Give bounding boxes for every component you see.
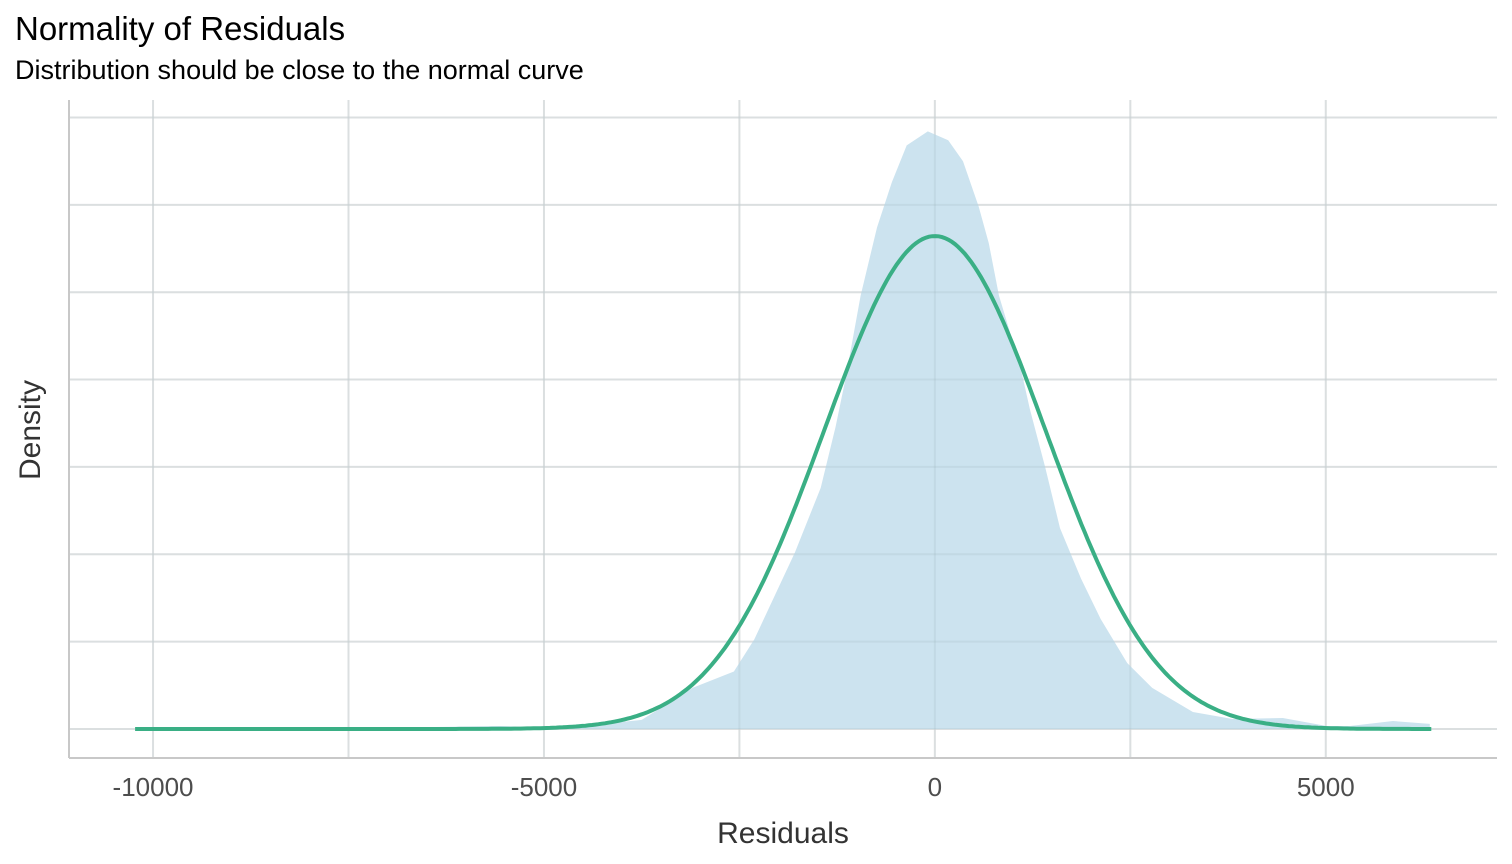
x-tick-label: -10000 — [113, 772, 194, 802]
chart-subtitle: Distribution should be close to the norm… — [15, 55, 584, 85]
grid-lines — [69, 100, 1497, 758]
normal-curve-line — [135, 234, 1432, 731]
x-axis-title: Residuals — [717, 817, 849, 850]
chart-title: Normality of Residuals — [15, 10, 346, 47]
y-axis-title: Density — [14, 380, 47, 480]
x-tick-label: 0 — [928, 772, 942, 802]
x-tick-label: -5000 — [511, 772, 578, 802]
grid-lines-over — [69, 100, 1497, 758]
x-tick-labels: -10000 -5000 0 5000 — [113, 772, 1355, 802]
density-area — [135, 131, 1430, 729]
x-tick-label: 5000 — [1297, 772, 1355, 802]
